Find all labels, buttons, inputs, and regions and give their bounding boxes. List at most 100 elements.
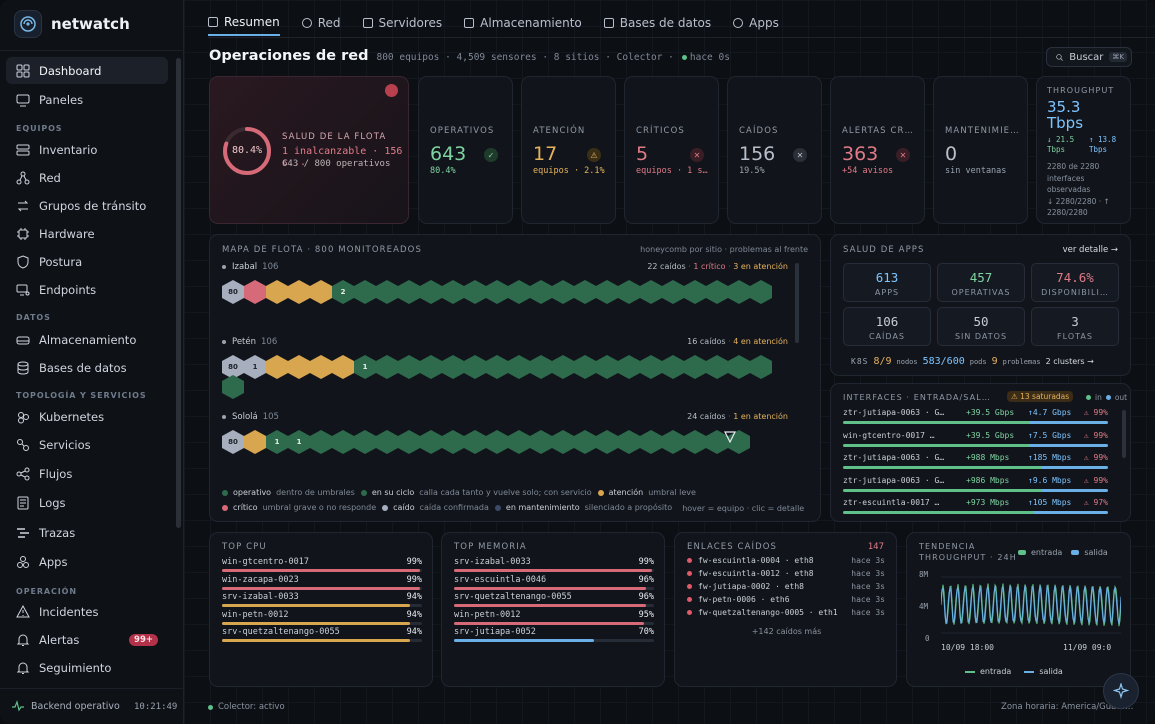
device-hex[interactable] xyxy=(310,430,332,454)
nav-postura[interactable]: Postura xyxy=(6,248,168,275)
device-hex[interactable] xyxy=(442,280,464,304)
app-stat-tile[interactable]: 50 SIN DATOS xyxy=(937,307,1025,346)
device-hex[interactable] xyxy=(750,280,772,304)
device-hex[interactable] xyxy=(288,355,310,379)
more-links[interactable]: +142 caídos más xyxy=(751,627,822,636)
device-hex[interactable]: 1 xyxy=(354,355,376,379)
device-hex[interactable] xyxy=(420,280,442,304)
site-header[interactable]: Sololá 105 24 caídos · 1 en atención xyxy=(222,412,798,422)
top-row[interactable]: srv-izabal-0033 94% xyxy=(222,592,422,607)
interface-row[interactable]: win-gtcentro-0017 … +39.5 Gbps ↑7.5 Gbps ⚠ … xyxy=(843,431,1108,447)
k8s-clusters-link[interactable]: 2 clusters → xyxy=(1045,357,1094,366)
device-hex[interactable] xyxy=(662,430,684,454)
device-hex[interactable] xyxy=(244,430,266,454)
device-hex[interactable] xyxy=(618,280,640,304)
device-hex[interactable] xyxy=(442,355,464,379)
device-hex[interactable] xyxy=(464,430,486,454)
device-hex[interactable] xyxy=(464,355,486,379)
device-hex[interactable] xyxy=(508,430,530,454)
device-hex[interactable]: 1 xyxy=(244,355,266,379)
device-hex[interactable] xyxy=(376,430,398,454)
device-hex[interactable] xyxy=(288,280,310,304)
nav-grupos-transito[interactable]: Grupos de tránsito xyxy=(6,192,168,219)
device-hex[interactable]: 80 xyxy=(222,355,244,379)
device-hex[interactable] xyxy=(376,280,398,304)
app-stat-tile[interactable]: 613 APPS xyxy=(843,263,931,302)
device-hex[interactable] xyxy=(310,355,332,379)
device-hex[interactable] xyxy=(398,355,420,379)
interface-row[interactable]: ztr-jutiapa-0063 · G… +39.5 Gbps ↑4.7 Gbps… xyxy=(843,408,1108,424)
top-row[interactable]: win-petn-0012 95% xyxy=(454,610,654,625)
nav-almacenamiento[interactable]: Almacenamiento xyxy=(6,326,168,353)
device-hex[interactable] xyxy=(662,280,684,304)
device-hex[interactable] xyxy=(618,355,640,379)
nav-paneles[interactable]: Paneles xyxy=(6,86,168,113)
down-link-row[interactable]: fw-escuintla-0012 · eth8 hace 3s xyxy=(687,569,885,578)
tab-servidores[interactable]: Servidores xyxy=(362,10,442,36)
device-hex[interactable] xyxy=(266,355,288,379)
device-hex[interactable] xyxy=(398,430,420,454)
nav-kubernetes[interactable]: Kubernetes xyxy=(6,403,168,430)
device-hex[interactable] xyxy=(574,355,596,379)
apps-detail-link[interactable]: ver detalle → xyxy=(1062,245,1118,255)
nav-alertas[interactable]: Alertas 99+ xyxy=(6,626,168,653)
sidebar-scrollbar[interactable] xyxy=(176,58,181,528)
device-hex[interactable] xyxy=(596,430,618,454)
top-row[interactable]: win-petn-0012 94% xyxy=(222,610,422,625)
top-row[interactable]: srv-jutiapa-0052 70% xyxy=(454,627,654,642)
device-hex[interactable]: 2 xyxy=(332,280,354,304)
tab-resumen[interactable]: Resumen xyxy=(208,10,280,36)
device-hex[interactable] xyxy=(222,375,244,399)
assistant-button[interactable] xyxy=(1103,673,1139,709)
device-hex[interactable] xyxy=(640,430,662,454)
device-hex[interactable] xyxy=(508,280,530,304)
device-hex[interactable] xyxy=(354,280,376,304)
kpi-card[interactable]: ALERTAS CR… 363 +54 avisos ✕ xyxy=(830,76,925,224)
tab-apps[interactable]: Apps xyxy=(733,10,779,36)
device-hex[interactable] xyxy=(750,355,772,379)
device-hex[interactable] xyxy=(552,280,574,304)
down-link-row[interactable]: fw-petn-0006 · eth6 hace 3s xyxy=(687,595,885,604)
device-hex[interactable] xyxy=(420,430,442,454)
fleet-scrollbar[interactable] xyxy=(795,263,799,343)
device-hex[interactable]: 1 xyxy=(266,430,288,454)
device-hex[interactable] xyxy=(728,280,750,304)
device-hex[interactable] xyxy=(596,355,618,379)
top-row[interactable]: srv-quetzaltenango-0055 96% xyxy=(454,592,654,607)
site-header[interactable]: Petén 106 16 caídos · 4 en atención xyxy=(222,337,798,347)
device-hex[interactable] xyxy=(508,355,530,379)
nav-trazas[interactable]: Trazas xyxy=(6,519,168,546)
nav-bases-datos[interactable]: Bases de datos xyxy=(6,354,168,381)
device-hex[interactable] xyxy=(684,355,706,379)
brand[interactable]: netwatch xyxy=(14,10,130,38)
nav-servicios[interactable]: Servicios xyxy=(6,431,168,458)
device-hex[interactable] xyxy=(662,355,684,379)
device-hex[interactable] xyxy=(442,430,464,454)
device-hex[interactable] xyxy=(640,280,662,304)
device-hex[interactable] xyxy=(552,430,574,454)
device-hex[interactable] xyxy=(574,430,596,454)
app-stat-tile[interactable]: 3 FLOTAS xyxy=(1031,307,1119,346)
nav-seguimiento[interactable]: Seguimiento xyxy=(6,654,168,681)
top-row[interactable]: srv-escuintla-0046 96% xyxy=(454,575,654,590)
device-hex[interactable] xyxy=(376,355,398,379)
nav-dashboard[interactable]: Dashboard xyxy=(6,57,168,84)
top-row[interactable]: srv-izabal-0033 99% xyxy=(454,557,654,572)
device-hex[interactable] xyxy=(266,280,288,304)
device-hex[interactable] xyxy=(332,430,354,454)
kpi-card[interactable]: ATENCIÓN 17 equipos · 2.1% ⚠ xyxy=(521,76,616,224)
device-hex[interactable] xyxy=(706,280,728,304)
nav-flujos[interactable]: Flujos xyxy=(6,460,168,487)
device-hex[interactable] xyxy=(420,355,442,379)
device-hex[interactable] xyxy=(354,430,376,454)
fleet-health-card[interactable]: 80.4% SALUD DE LA FLOTA 1 inalcanzable ·… xyxy=(209,76,409,224)
tab-almacenamiento[interactable]: Almacenamiento xyxy=(464,10,582,36)
nav-apps[interactable]: Apps xyxy=(6,548,168,575)
device-hex[interactable] xyxy=(618,430,640,454)
device-hex[interactable]: 1 xyxy=(288,430,310,454)
device-hex[interactable] xyxy=(640,355,662,379)
nav-endpoints[interactable]: Endpoints xyxy=(6,276,168,303)
throughput-card[interactable]: THROUGHPUT 35.3 Tbps ↓ 21.5 Tbps ↑ 13.8 Tbp… xyxy=(1036,76,1131,224)
interface-row[interactable]: ztr-jutiapa-0063 · G… +988 Mbps ↑185 Mbps ⚠… xyxy=(843,453,1108,469)
kpi-card[interactable]: OPERATIVOS 643 80.4% ✓ xyxy=(418,76,513,224)
